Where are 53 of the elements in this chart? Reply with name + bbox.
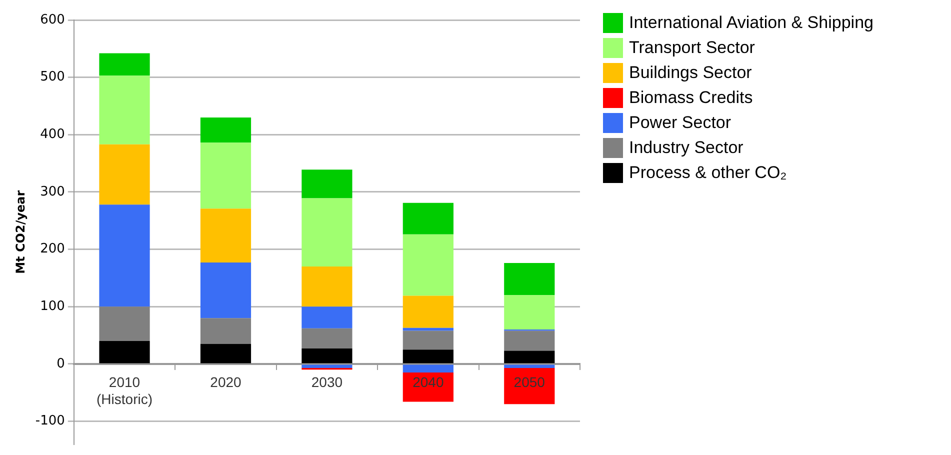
bar [200,208,252,262]
bar [402,234,454,296]
x-tick-label: 2010 (Historic) [96,374,153,407]
legend-label: Power Sector [629,112,732,132]
bar [99,76,150,144]
bar [99,144,150,205]
y-tick-label: 0 [56,356,65,372]
bar [302,170,352,198]
bar [504,368,555,404]
bar [302,328,352,348]
bar [402,296,454,328]
bar [402,372,454,402]
bar [302,198,352,266]
legend-label: Buildings Sector [629,62,752,82]
y-axis-title: Mt CO2/year [13,190,28,274]
y-tick-label: 600 [40,12,65,28]
x-tick-label: 2050 [514,374,546,390]
y-tick-label: 400 [40,127,65,142]
legend-label: Industry Sector [629,138,744,158]
bar [99,53,150,76]
bar [402,350,454,364]
bar [302,348,352,364]
legend-label: Biomass Credits [629,88,753,108]
bar [402,330,454,350]
bar [504,263,555,296]
x-tick-label: 2030 [311,374,343,390]
bar [504,350,555,364]
bar [99,306,150,342]
bar [99,204,150,307]
bar [504,330,555,351]
bar [200,262,252,318]
bar [504,364,555,368]
bar [200,142,252,209]
y-tick-label: 100 [40,298,65,314]
y-tick-label: 300 [40,184,65,200]
bar [99,341,150,364]
bar [200,117,252,143]
bar [200,344,252,364]
bar [302,364,352,368]
legend-label: Transport Sector [629,38,755,58]
y-tick-label: 500 [40,70,65,85]
bar [200,318,252,344]
bar [302,306,352,328]
x-tick-label: 2040 [412,374,444,390]
bar [504,295,555,330]
bar [402,364,454,373]
legend-label: International Aviation & Shipping [629,12,874,32]
bar [302,266,352,307]
bar [402,202,454,234]
y-tick-label: -100 [35,414,65,429]
y-tick-label: 200 [40,242,65,257]
x-tick-label: 2020 [210,374,242,390]
legend-label: Process & other CO₂ [629,162,787,182]
